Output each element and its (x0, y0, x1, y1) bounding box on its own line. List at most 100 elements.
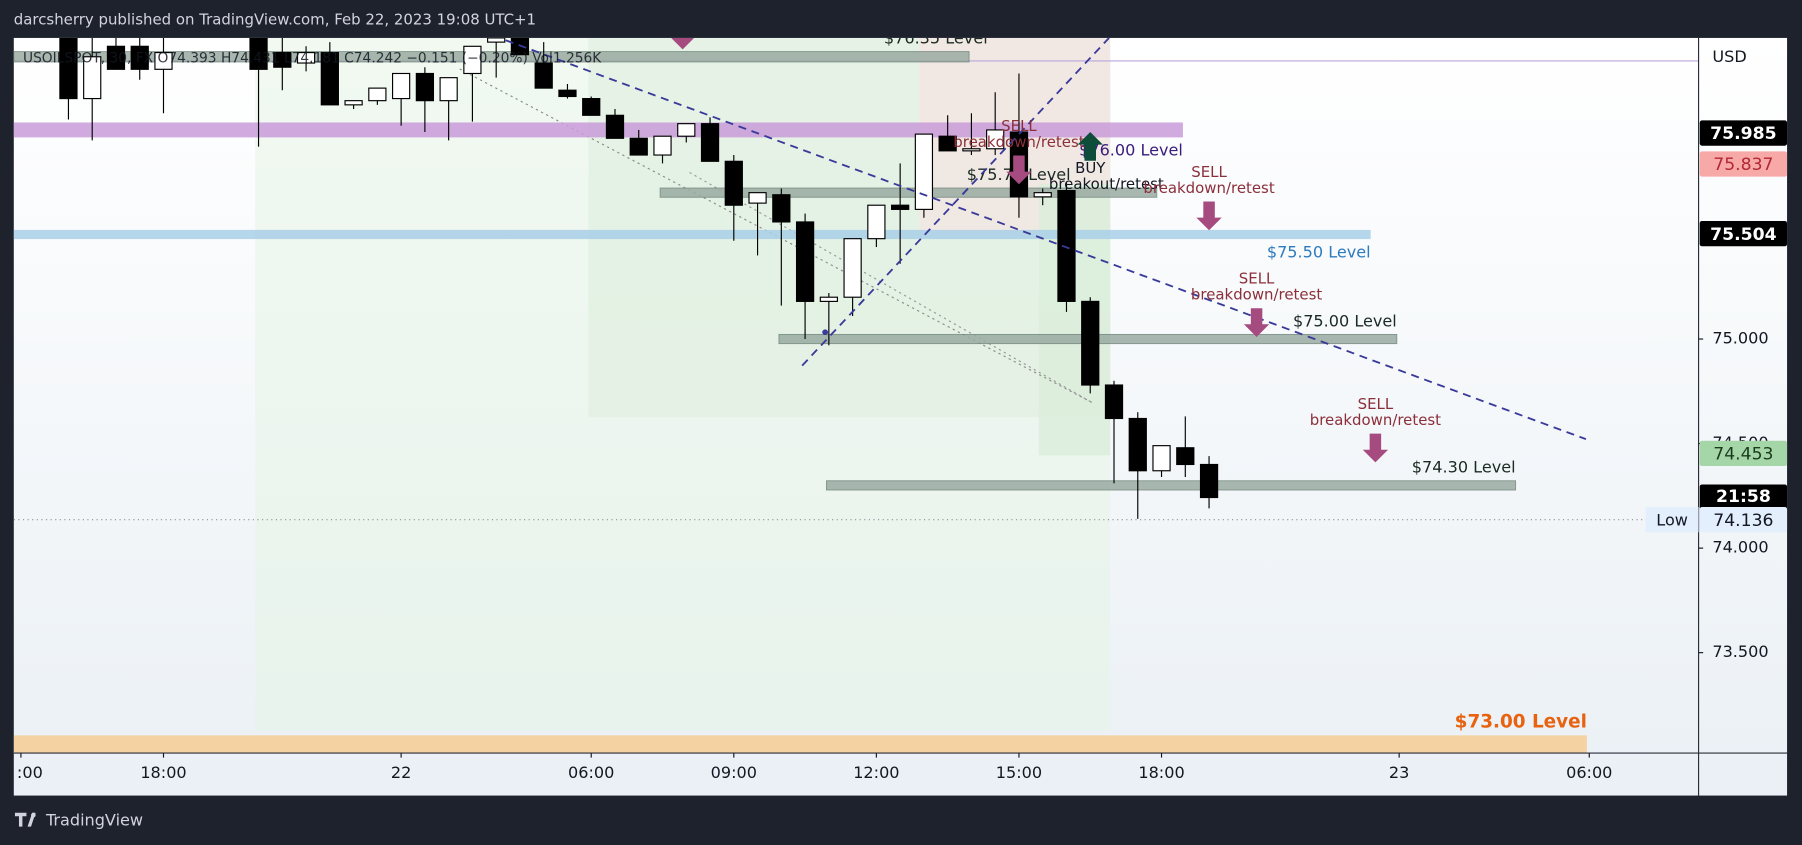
tag-box (1645, 507, 1699, 533)
candle-body (1199, 463, 1219, 499)
y-axis-label: USD (1712, 47, 1746, 66)
candle-body (629, 137, 648, 156)
brand-logo: TradingView (14, 810, 143, 829)
candle-body (487, 37, 506, 43)
candle-body (391, 72, 411, 100)
candle-body (558, 89, 577, 98)
level-band (13, 229, 1371, 240)
candle-body (700, 123, 720, 162)
x-tick-label: 22 (391, 763, 411, 782)
signal-label: BUY (1075, 159, 1106, 177)
level-label: $75.50 Level (1267, 242, 1371, 261)
signal-label: SELL (1191, 163, 1227, 181)
publisher: darcsherry published on TradingView.com,… (14, 11, 536, 29)
buy-arrow (1077, 132, 1103, 161)
signal-label: SELL (1001, 117, 1037, 135)
candle-body (724, 160, 743, 206)
price-label: 75.985 (1710, 124, 1777, 144)
candle-body (463, 45, 482, 75)
candle-body (249, 37, 268, 70)
candle-body (914, 133, 934, 210)
candle-body (344, 100, 363, 106)
price-label-box (1699, 151, 1788, 177)
candle-body (772, 194, 791, 223)
price-label-box (1699, 440, 1788, 467)
level-band (13, 51, 970, 63)
price-label: 75.837 (1713, 155, 1773, 175)
x-tick-label: 09:00 (711, 763, 757, 782)
price-label-box (1699, 221, 1788, 247)
signal-label: SELL (1239, 269, 1275, 287)
x-tick-label: 23 (1389, 763, 1409, 782)
y-tick-label: 73.500 (1712, 642, 1768, 661)
anchor-point (822, 329, 829, 336)
level-label: $76.35 Level (884, 28, 988, 47)
x-tick-label: 18:00 (1138, 763, 1184, 782)
candle-body (843, 238, 862, 298)
sell-arrow (1006, 155, 1032, 185)
price-label: 75.504 (1710, 225, 1777, 245)
price-label-box (1699, 507, 1788, 533)
signal-label: SELL (1358, 395, 1394, 413)
x-tick-label: 06:00 (568, 763, 614, 782)
candle-body (534, 62, 553, 89)
candle-body (677, 123, 696, 137)
arrow-marker (671, 37, 695, 50)
countdown-box (1699, 484, 1788, 510)
trend-line (689, 171, 1093, 403)
level-label: $76.00 Level (1079, 141, 1183, 160)
countdown: 21:58 (1716, 487, 1771, 507)
logo-icon (14, 812, 36, 827)
y-tick-label: 75.000 (1712, 329, 1768, 348)
candle-body (1152, 445, 1171, 472)
brand: TradingView (45, 810, 143, 829)
candle-body (1128, 417, 1147, 472)
candle-body (1176, 447, 1195, 466)
candle-body (1081, 300, 1100, 386)
logo-icon (31, 812, 36, 818)
x-tick-label: 15:00 (996, 763, 1042, 782)
signal-text: breakdown/retest (1310, 411, 1441, 429)
tag-label: Low (1656, 510, 1688, 529)
sell-arrow (1243, 308, 1270, 337)
trend-lines (505, 37, 1587, 441)
x-tick-label: 06:00 (1566, 763, 1612, 782)
x-tick-label: 12:00 (853, 763, 899, 782)
level-label: $75.00 Level (1293, 311, 1397, 330)
signal-text: breakdown/retest (1191, 286, 1322, 304)
candle-body (795, 221, 815, 302)
candle-body (130, 45, 149, 70)
level-band (826, 480, 1517, 491)
candle-body (867, 204, 886, 240)
candle-body (653, 135, 672, 156)
candle-body (320, 52, 339, 106)
candle-body (748, 192, 767, 204)
candle-body (59, 37, 78, 100)
candle-body (368, 87, 387, 102)
candle-body (106, 45, 126, 70)
level-band (13, 122, 1183, 138)
x-tick-label: :00 (17, 763, 43, 782)
candle-body (1104, 384, 1124, 420)
candle-body (154, 52, 173, 70)
signal-text: breakdown/retest (953, 133, 1084, 151)
candle-body (1057, 189, 1076, 302)
candle-body (582, 98, 601, 116)
signal-text: breakout/retest (1049, 175, 1164, 193)
level-label: $74.30 Level (1412, 458, 1516, 477)
candle-body (605, 114, 625, 139)
y-tick-label: 74.000 (1712, 538, 1768, 557)
candle-body (986, 129, 1005, 150)
signal-text: breakdown/retest (1143, 179, 1274, 197)
candle-body (962, 148, 981, 152)
x-tick-label: 18:00 (140, 763, 186, 782)
candle-body (296, 52, 316, 64)
price-label: 74.136 (1713, 511, 1773, 531)
level-label: $73.00 Level (1455, 712, 1587, 733)
candle-body (891, 204, 910, 210)
price-label: 74.453 (1713, 445, 1773, 465)
legend: USOILSPOT, 30, FX O74.393 H74.431 L74.18… (23, 51, 602, 67)
sell-arrow (1196, 201, 1222, 231)
candle-body (938, 135, 957, 152)
